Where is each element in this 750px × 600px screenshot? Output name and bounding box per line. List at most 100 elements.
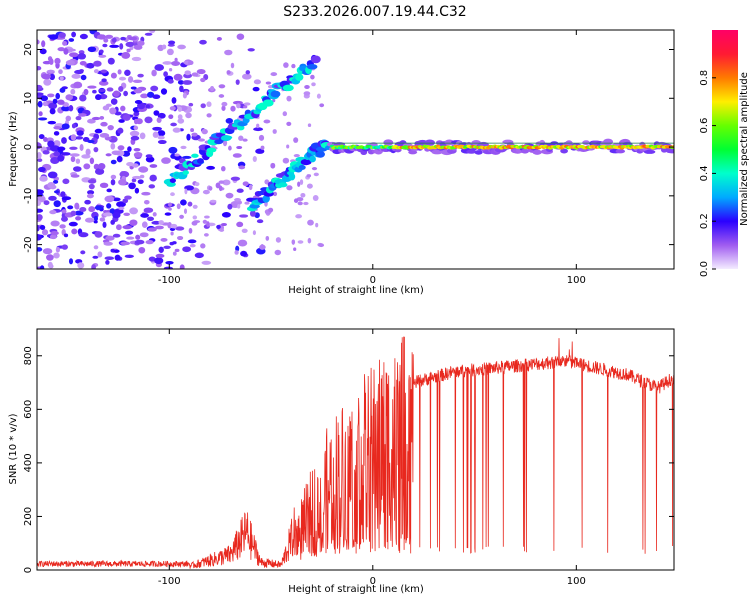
- spectrogram-cell: [68, 258, 74, 265]
- spectrogram-cell: [140, 93, 149, 99]
- spectrogram-cell: [168, 207, 172, 211]
- spectrogram-cell: [145, 154, 153, 158]
- spectrogram-cell: [133, 111, 140, 117]
- spectrogram-cell: [116, 224, 122, 231]
- spectrogram-cell: [95, 94, 102, 101]
- spectrogram-cell: [157, 112, 166, 119]
- spectrogram-cell: [256, 123, 260, 129]
- spectrogram-cell: [319, 103, 325, 108]
- spectrogram-cell: [84, 199, 91, 205]
- spectrogram-cell: [206, 165, 215, 170]
- spectrogram-cell: [76, 130, 84, 136]
- spectrogram-cell: [263, 119, 271, 124]
- spectrogram-cell: [122, 225, 133, 230]
- spectrogram-cell: [79, 144, 84, 151]
- spectrogram-cell: [104, 256, 115, 261]
- spectrogram-cell: [93, 163, 100, 170]
- spectrogram-cell: [190, 128, 195, 133]
- spectrogram-cell: [295, 73, 304, 81]
- spectrogram-cell: [247, 48, 255, 52]
- spectrogram-cell: [50, 230, 59, 236]
- spectrogram-cell: [129, 130, 140, 137]
- spectrogram-cell: [73, 81, 83, 89]
- spectrogram-cell: [52, 98, 58, 104]
- snr-x-label: Height of straight line (km): [288, 584, 424, 595]
- spectrogram-cell: [63, 233, 69, 238]
- spectrogram-cell: [152, 131, 159, 138]
- y-tick-label: 0: [23, 144, 34, 150]
- spectrogram-cell: [47, 120, 57, 125]
- spectrogram-cell: [234, 250, 239, 255]
- spectrogram-cell: [93, 245, 99, 250]
- spectrogram-cell: [166, 48, 174, 56]
- snr-panel: -100 0 100 0 200 400 600 800 Height of straight…: [8, 328, 675, 595]
- spectrogram-cell: [37, 92, 44, 96]
- spectrogram-cell: [47, 140, 55, 148]
- x-tick-label: 0: [370, 576, 376, 587]
- spectrogram-cell: [431, 149, 443, 155]
- spectrogram-cell: [167, 79, 174, 84]
- spectrogram-cell: [182, 80, 193, 85]
- spectrogram-cell: [218, 94, 225, 98]
- spectrogram-cell: [70, 156, 76, 163]
- spectrogram-cell: [102, 221, 107, 228]
- spectrogram-cell: [41, 229, 49, 236]
- spectrogram-cell: [203, 233, 209, 237]
- spectrogram-cell: [55, 92, 61, 100]
- spectrogram-cell: [272, 191, 278, 197]
- spectrogram-cell: [310, 55, 321, 64]
- spectrogram-cell: [520, 148, 530, 154]
- spectrogram-cell: [126, 161, 134, 167]
- spectrogram-cell: [137, 40, 145, 46]
- spectrogram-cell: [206, 113, 212, 118]
- spectrogram-cell: [264, 179, 270, 185]
- spectrogram-cell: [105, 153, 112, 157]
- spectrogram-cell: [77, 53, 87, 60]
- spectrogram-cell: [164, 212, 172, 216]
- snr-y-label: SNR (10 * v/v): [8, 413, 19, 484]
- spectrogram-cell: [59, 76, 64, 81]
- spectrogram-cell: [86, 193, 94, 199]
- spectrogram-cell: [223, 135, 233, 140]
- spectrogram-cell: [245, 70, 251, 75]
- spectrogram-cell: [57, 154, 65, 162]
- spectrogram-cell: [53, 190, 60, 194]
- spectrogram-cell: [238, 135, 244, 141]
- spectrogram-cell: [70, 134, 77, 141]
- spectrogram-cell: [230, 176, 241, 181]
- spectrogram-cell: [221, 105, 226, 111]
- spectrogram-cell: [87, 118, 96, 124]
- spectrogram-cell: [88, 183, 95, 190]
- spectrogram-y-label: Frequency (Hz): [8, 111, 19, 187]
- spectrogram-cell: [53, 126, 62, 130]
- spectrogram-cell: [189, 244, 196, 248]
- spectrogram-cell: [78, 113, 87, 117]
- spectrogram-cell: [243, 105, 248, 109]
- spectrogram-cell: [168, 202, 172, 207]
- spectrogram-cell: [94, 231, 103, 238]
- spectrogram-cell: [118, 76, 127, 81]
- spectrogram-cell: [180, 145, 187, 150]
- spectrogram-cell: [218, 185, 223, 192]
- spectrogram-cell: [123, 212, 131, 216]
- spectrogram-cell: [86, 62, 95, 69]
- spectrogram-cell: [146, 216, 155, 221]
- spectrogram-cell: [177, 80, 185, 85]
- y-tick-label: -10: [23, 188, 34, 204]
- spectrogram-cell: [315, 150, 325, 158]
- spectrogram-cell: [94, 168, 105, 175]
- spectrogram-cell: [309, 155, 316, 163]
- spectrogram-cell: [144, 116, 153, 124]
- spectrogram-cell: [61, 216, 68, 222]
- spectrogram-cell: [75, 158, 81, 164]
- spectrogram-cell: [131, 56, 142, 62]
- spectrogram-cell: [47, 181, 56, 189]
- spectrogram-cell: [127, 146, 132, 152]
- spectrogram-cell: [157, 130, 166, 137]
- spectrogram-cell: [200, 243, 206, 249]
- y-tick-label: 200: [23, 507, 34, 526]
- spectrogram-cell: [204, 215, 210, 219]
- spectrogram-cell: [53, 140, 61, 147]
